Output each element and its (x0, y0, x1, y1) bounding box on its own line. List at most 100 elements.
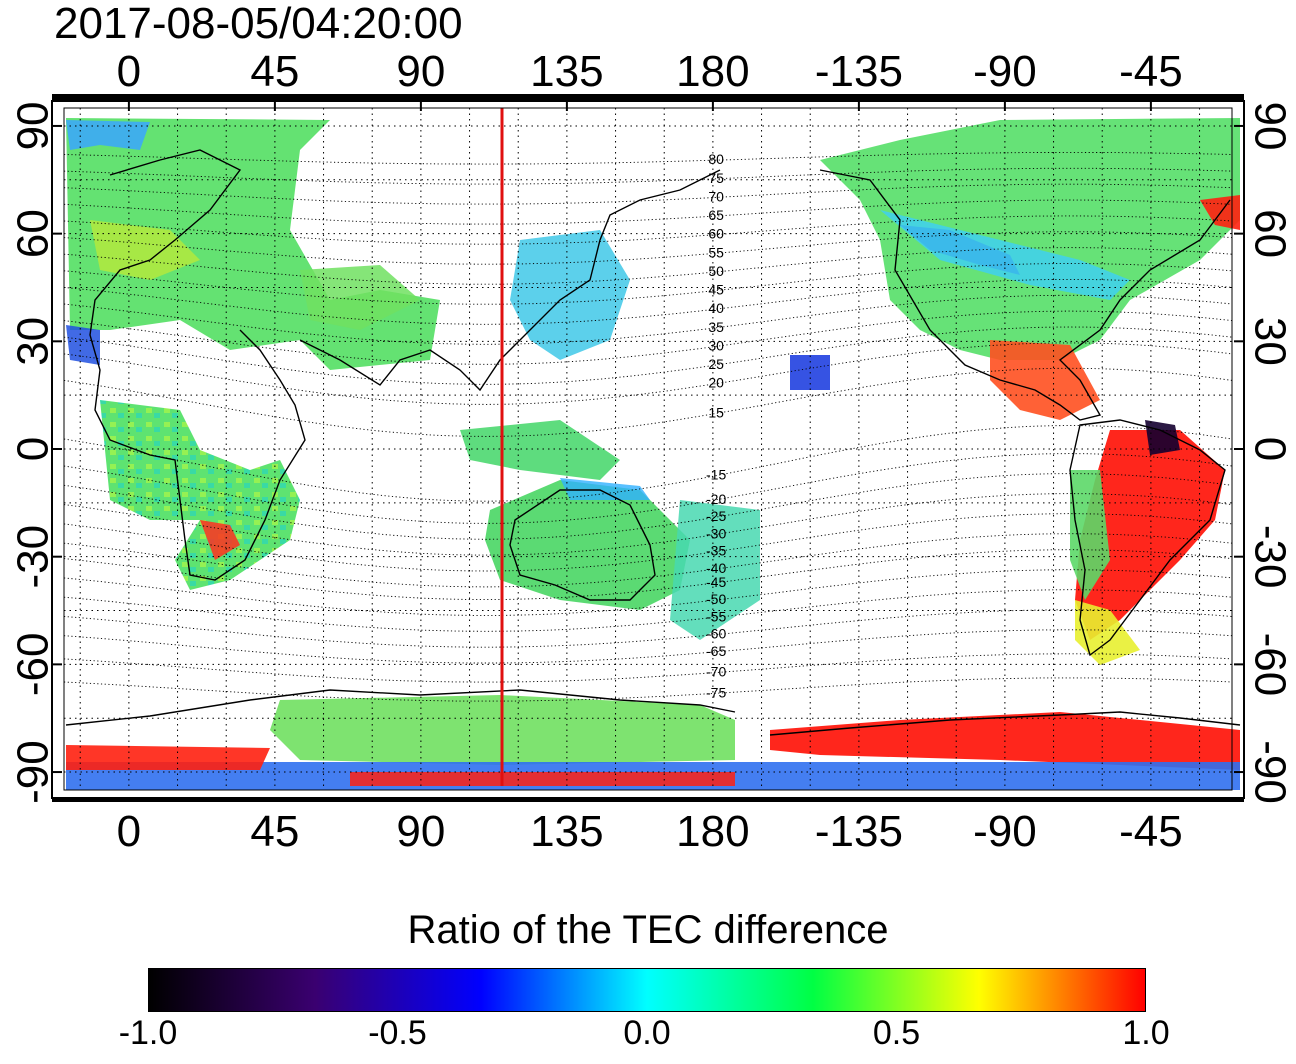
lat-tick-label-left: 90 (9, 101, 58, 150)
magnetic-contour (63, 342, 1233, 405)
magnetic-contour (63, 653, 1233, 683)
coastline-south-america (1069, 419, 1226, 657)
magnetic-contour (63, 513, 1233, 572)
contour-label: 60 (708, 226, 724, 242)
magnetic-contour (63, 367, 1233, 437)
contour-label: -30 (706, 525, 726, 541)
lon-tick-label-bottom: 90 (396, 807, 445, 856)
lon-tick-label-bottom: -45 (1119, 807, 1183, 856)
colorbar (148, 968, 1146, 1012)
lon-tick-label-bottom: 135 (530, 807, 603, 856)
tec-region-arctic-blue (66, 120, 150, 150)
coastline-australia (509, 489, 656, 601)
magnetic-contours: 8075706560555045403530252015-15-20-25-30… (63, 151, 1233, 702)
contour-label: -45 (706, 574, 726, 590)
coastline-north-america (819, 169, 1231, 421)
contour-label: -25 (706, 508, 726, 524)
coastline-asia (299, 169, 721, 392)
contour-label: -55 (706, 608, 726, 624)
tec-region-australia-blue (560, 478, 650, 500)
coastlines (65, 149, 1241, 736)
lon-tick-label-bottom: 0 (117, 807, 141, 856)
contour-label: 40 (708, 300, 724, 316)
magnetic-contour (63, 425, 1233, 502)
magnetic-contour (63, 183, 1233, 205)
magnetic-contour (63, 453, 1233, 524)
lon-tick-label-top: 135 (530, 47, 603, 96)
lon-tick-label-bottom: 45 (250, 807, 299, 856)
tec-region-cyan-band (880, 210, 1130, 300)
lat-tick-label-left: -60 (9, 633, 58, 697)
lat-tick-label-right: 60 (1246, 209, 1295, 258)
contour-label: 25 (708, 356, 724, 372)
lon-tick-label-top: -90 (973, 47, 1037, 96)
magnetic-contour (63, 549, 1233, 601)
tec-map: 8075706560555045403530252015-15-20-25-30… (9, 47, 1295, 856)
lat-tick-label-right: 30 (1246, 317, 1295, 366)
magnetic-contour (63, 533, 1233, 588)
lat-tick-label-left: -90 (9, 740, 58, 804)
coastline-europe-africa (89, 149, 306, 581)
tec-region-south-pole-red (66, 745, 270, 770)
colorbar-tick-label: -0.5 (368, 1014, 427, 1052)
lat-tick-label-left: 30 (9, 317, 58, 366)
colorbar-tick-label: 1.0 (1122, 1014, 1170, 1052)
contour-label: 35 (708, 319, 724, 335)
colorbar-tick-label: -1.0 (118, 1014, 178, 1052)
tec-region-australia (485, 480, 690, 610)
magnetic-contour (63, 247, 1233, 285)
top-black-bar (52, 94, 1244, 101)
tec-region-east-asia (510, 230, 630, 360)
tec-region-south-pole-red2 (350, 772, 735, 786)
lon-tick-label-bottom: -90 (973, 807, 1037, 856)
lon-tick-label-top: 90 (396, 47, 445, 96)
magnetic-contour (63, 609, 1233, 648)
tec-region-atlantic-blue (66, 325, 100, 365)
lat-tick-label-left: 60 (9, 209, 58, 258)
magnetic-contour (63, 199, 1233, 225)
contour-label: -15 (706, 467, 726, 483)
lon-tick-label-top: -45 (1119, 47, 1183, 96)
timestamp-title: 2017-08-05/04:20:00 (54, 0, 463, 48)
lon-tick-label-bottom: -135 (815, 807, 903, 856)
lat-tick-label-right: 90 (1246, 101, 1295, 150)
magnetic-contour (63, 151, 1233, 165)
contour-label: 55 (708, 244, 724, 260)
magnetic-contour (63, 278, 1233, 325)
contour-label: 50 (708, 263, 724, 279)
contour-label: -75 (706, 684, 726, 700)
contour-label: 30 (708, 337, 724, 353)
lat-tick-label-right: -90 (1246, 740, 1295, 804)
tec-region-north-america (820, 118, 1240, 360)
contour-label: 20 (708, 375, 724, 391)
magnetic-contour (63, 215, 1233, 245)
magnetic-contour (63, 677, 1233, 702)
magnetic-contour (63, 569, 1233, 616)
colorbar-title: Ratio of the TEC difference (407, 908, 889, 952)
tec-region-maritime (460, 420, 620, 480)
lat-tick-label-right: -30 (1246, 525, 1295, 589)
magnetic-contour (63, 326, 1233, 385)
lat-tick-label-right: -60 (1246, 633, 1295, 697)
tec-region-sa-green (1070, 470, 1110, 600)
contour-label: -35 (706, 543, 726, 559)
tec-region-patagonia (1075, 600, 1140, 665)
tec-region-caribbean (990, 340, 1100, 420)
magnetic-contour (63, 473, 1233, 540)
contour-label: -50 (706, 591, 726, 607)
magnetic-contour (63, 493, 1233, 556)
magnetic-contour (63, 231, 1233, 265)
coastline-antarctica (65, 689, 1241, 736)
contour-label: 45 (708, 282, 724, 298)
contour-label: -65 (706, 643, 726, 659)
tec-region-africa-red (200, 520, 240, 560)
colorbar-tick-label: 0.5 (872, 1014, 921, 1052)
lon-tick-label-top: 0 (117, 47, 141, 96)
map-inner-frame (63, 107, 1233, 791)
contour-label: 70 (708, 188, 724, 204)
magnetic-contour (63, 629, 1233, 664)
magnetic-contour (63, 167, 1233, 185)
lon-tick-label-top: -135 (815, 47, 903, 96)
magnetic-contour (63, 294, 1233, 345)
contour-label: 65 (708, 207, 724, 223)
